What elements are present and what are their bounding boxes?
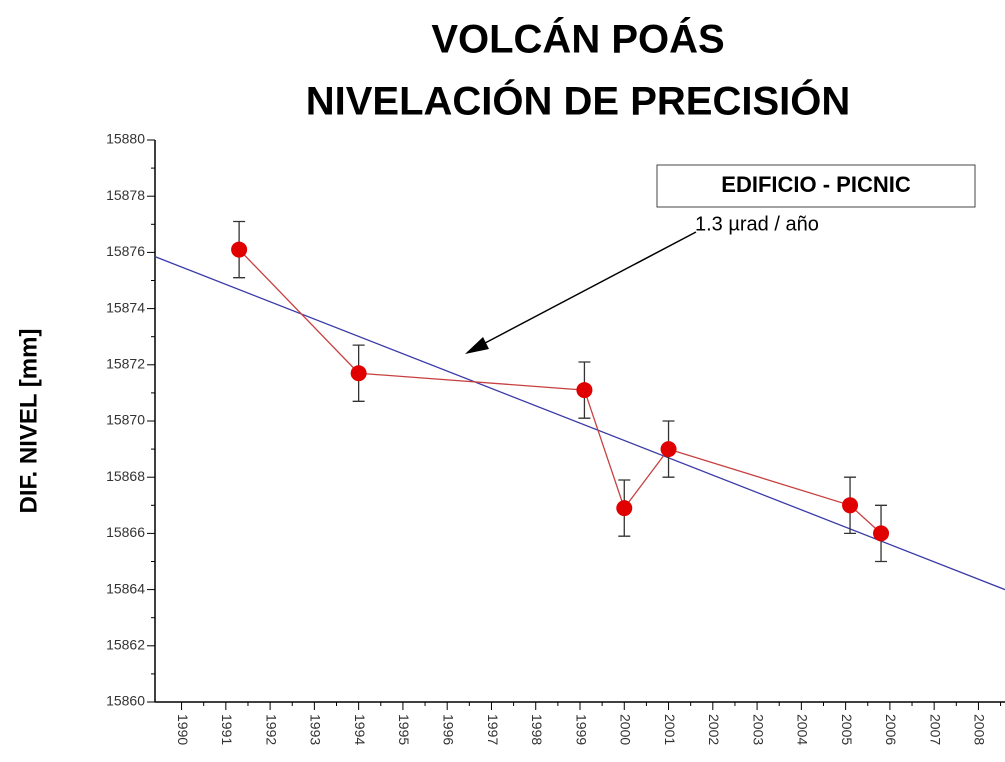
y-tick-label: 15860 — [106, 693, 145, 709]
x-tick-label: 2002 — [706, 714, 722, 745]
legend-box — [656, 164, 976, 208]
y-tick-label: 15874 — [106, 299, 145, 315]
x-tick-label: 1999 — [573, 714, 589, 745]
x-tick-label: 1996 — [440, 714, 456, 745]
y-tick-label: 15862 — [106, 637, 145, 653]
x-tick-label: 2006 — [883, 714, 899, 745]
x-tick-label: 1995 — [396, 714, 412, 745]
chart-title: NIVELACIÓN DE PRECISIÓN — [306, 78, 851, 124]
x-tick-label: 2008 — [972, 714, 988, 745]
y-tick-label: 15866 — [106, 524, 145, 540]
x-tick-label: 2005 — [839, 714, 855, 745]
data-point — [350, 365, 367, 382]
arrow-head — [465, 337, 489, 354]
y-tick-label: 15878 — [106, 187, 145, 203]
y-tick-label: 15868 — [106, 468, 145, 484]
y-tick-label: 15864 — [106, 580, 145, 596]
y-tick-label: 15880 — [106, 131, 145, 147]
data-point — [576, 382, 593, 399]
x-tick-label: 1993 — [308, 714, 324, 745]
y-tick-label: 15876 — [106, 243, 145, 259]
data-point — [660, 441, 677, 458]
trend-line — [154, 256, 1005, 591]
x-tick-label: 2004 — [795, 714, 811, 745]
y-tick-label: 15870 — [106, 412, 145, 428]
x-tick-label: 1998 — [529, 714, 545, 745]
chart-title: VOLCÁN POÁS — [431, 17, 724, 62]
data-point — [231, 241, 248, 258]
x-tick-label: 2007 — [927, 714, 943, 745]
data-point — [616, 500, 633, 517]
x-tick-label: 1992 — [263, 714, 279, 745]
x-tick-label: 2003 — [750, 714, 766, 745]
y-tick-label: 15872 — [106, 356, 145, 372]
data-point — [873, 525, 890, 542]
series-line — [238, 249, 882, 534]
x-tick-label: 2000 — [618, 714, 634, 745]
legend-label: EDIFICIO - PICNIC — [721, 172, 911, 197]
x-tick-label: 1997 — [485, 714, 501, 745]
annotation: 1.3 µrad / año — [695, 213, 819, 235]
x-tick-label: 1991 — [219, 714, 235, 745]
data-point — [842, 497, 859, 514]
x-tick-label: 1994 — [352, 714, 368, 745]
annotation-arrow — [467, 231, 697, 353]
y-axis-label: DIF. NIVEL [mm] — [15, 329, 42, 514]
x-tick-label: 1990 — [175, 714, 191, 745]
x-tick-label: 2001 — [662, 714, 678, 745]
